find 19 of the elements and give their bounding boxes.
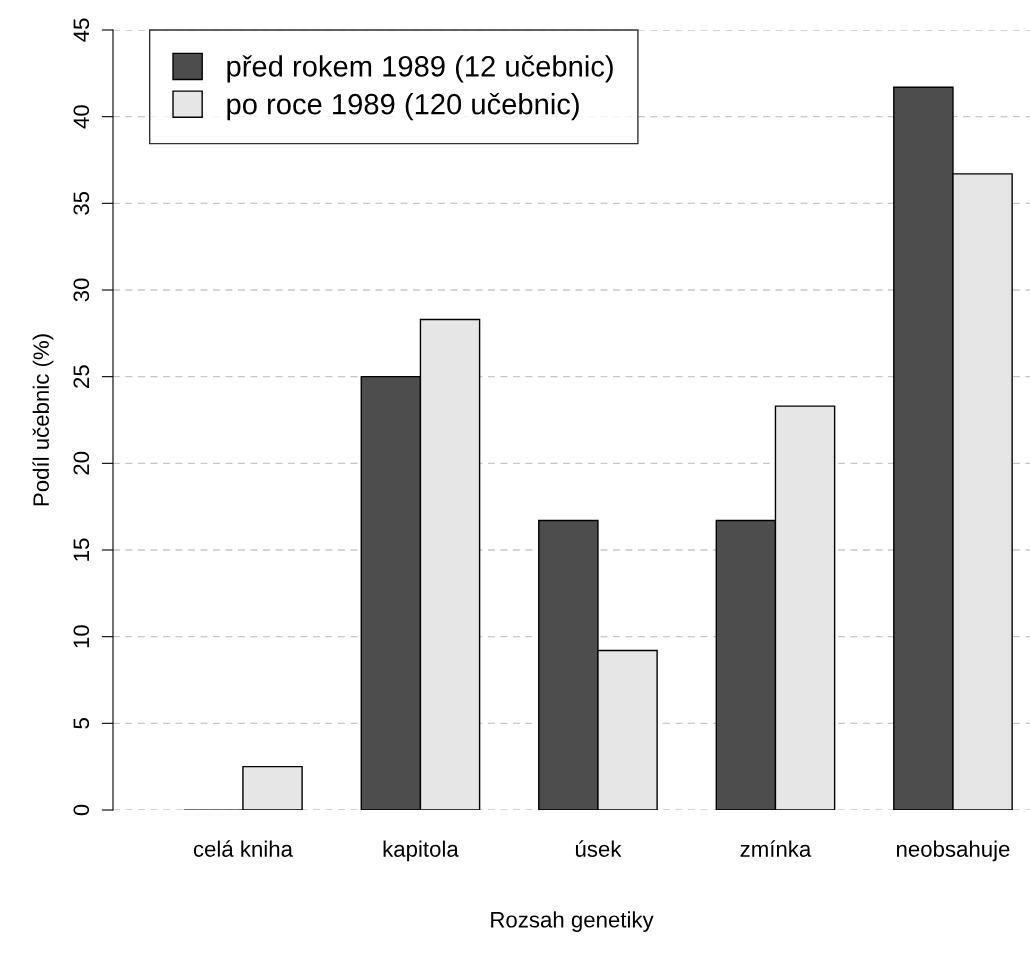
y-tick-label: 5 bbox=[73, 718, 90, 729]
y-tick-label: 20 bbox=[73, 451, 90, 475]
x-tick-label: zmínka bbox=[740, 840, 812, 857]
x-tick-label: kapitola bbox=[383, 840, 459, 862]
x-tick-label: úsek bbox=[575, 840, 622, 857]
y-tick-label: 0 bbox=[73, 804, 90, 816]
y-tick-label: 15 bbox=[73, 538, 90, 561]
x-axis-title: Rozsah genetiky bbox=[491, 911, 654, 932]
legend-label: před rokem 1989 (12 učebnic) bbox=[227, 55, 613, 83]
y-axis-title: Podíl učebnic (%) bbox=[32, 334, 54, 506]
y-tick-label: 35 bbox=[73, 191, 90, 215]
y-tick-label: 45 bbox=[73, 18, 90, 42]
x-tick-label: celá kniha bbox=[193, 840, 293, 857]
y-tick-label: 30 bbox=[73, 278, 90, 302]
y-tick-label: 25 bbox=[73, 365, 90, 388]
legend-label: po roce 1989 (120 učebnic) bbox=[227, 92, 579, 121]
y-tick-label: 40 bbox=[73, 105, 90, 129]
y-tick-label: 10 bbox=[73, 625, 90, 648]
x-tick-label: neobsahuje bbox=[896, 840, 1010, 862]
